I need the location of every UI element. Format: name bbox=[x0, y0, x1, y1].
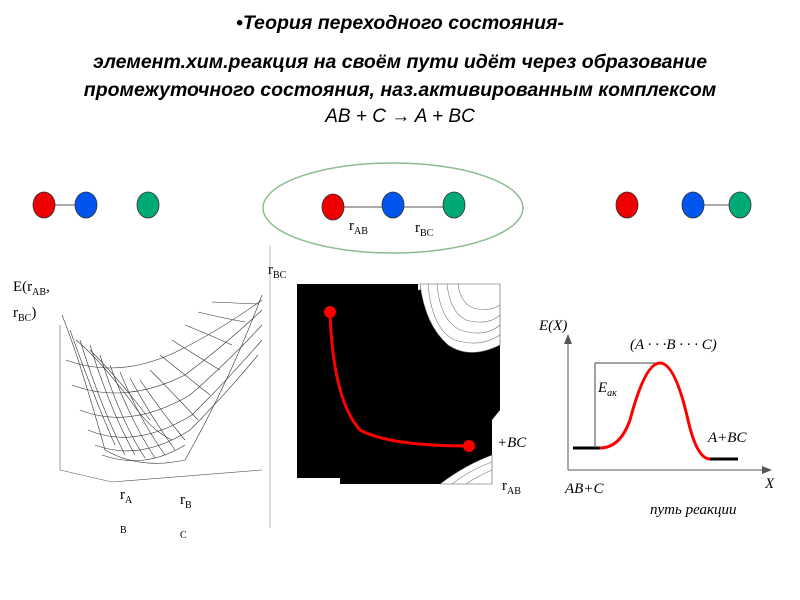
reaction-equation: AB + C → A + BC bbox=[325, 106, 475, 127]
title-line-3: промежуточного состояния, наз.активирова… bbox=[83, 79, 717, 101]
contour-product-label: +BC bbox=[497, 435, 527, 451]
molecule-ab-plus-c bbox=[32, 191, 160, 219]
potential-energy-surface bbox=[59, 294, 263, 483]
surface-outline bbox=[61, 294, 263, 464]
molecule-transition-complex bbox=[321, 191, 466, 221]
reaction-path-label: путь реакции bbox=[650, 502, 737, 518]
atom-b bbox=[74, 191, 98, 219]
atom-c bbox=[728, 191, 752, 219]
activation-energy-label: Eак bbox=[598, 380, 617, 399]
transition-complex-ellipse bbox=[262, 162, 524, 254]
atom-a bbox=[32, 191, 56, 219]
energy-axis-label-x: X bbox=[765, 476, 775, 492]
surface-axis-label-e: E(rAB, rBC) bbox=[13, 279, 50, 324]
end-point bbox=[463, 440, 475, 452]
reaction-path-curve bbox=[328, 311, 471, 448]
products-label: A+BC bbox=[708, 430, 747, 446]
contour-line bbox=[427, 283, 501, 344]
molecule-a-plus-bc bbox=[615, 191, 752, 219]
contour-line bbox=[436, 283, 501, 334]
start-point bbox=[324, 306, 336, 318]
contour-plot bbox=[297, 283, 501, 485]
contour-line bbox=[457, 283, 501, 310]
contour-line bbox=[465, 469, 493, 485]
contour-axis-label-rab: rAB bbox=[502, 478, 521, 497]
surface-axis-rab bbox=[59, 469, 113, 483]
contour-axis-label-rbc: rBC bbox=[268, 262, 287, 281]
atom-b bbox=[381, 191, 405, 219]
energy-profile bbox=[564, 334, 772, 474]
title-line-1: •Теория переходного состояния- bbox=[236, 12, 564, 34]
contour-valley bbox=[439, 454, 493, 485]
atom-b bbox=[681, 191, 705, 219]
label-r-bc: rBC bbox=[415, 220, 434, 239]
energy-axis-y-arrow bbox=[564, 334, 572, 344]
contour-line bbox=[446, 283, 501, 323]
reactants-label: AB+C bbox=[565, 481, 604, 497]
energy-profile-curve bbox=[599, 361, 711, 461]
surface-axis-label-rbc: rB C bbox=[180, 492, 192, 541]
surface-axis-rbc bbox=[111, 469, 263, 483]
title-line-2: элемент.хим.реакция на своём пути идёт ч… bbox=[92, 51, 708, 73]
atom-a bbox=[321, 193, 345, 221]
contour-line bbox=[451, 461, 493, 485]
atom-c bbox=[442, 191, 466, 219]
energy-axis-x-arrow bbox=[762, 466, 772, 474]
label-r-ab: rAB bbox=[349, 218, 368, 237]
surface-axis-label-rab: rA B bbox=[120, 487, 133, 536]
activated-complex-label: (A · · ·B · · · C) bbox=[630, 337, 717, 353]
atom-c bbox=[136, 191, 160, 219]
energy-axis-label-y: E(X) bbox=[539, 318, 568, 334]
atom-a bbox=[615, 191, 639, 219]
